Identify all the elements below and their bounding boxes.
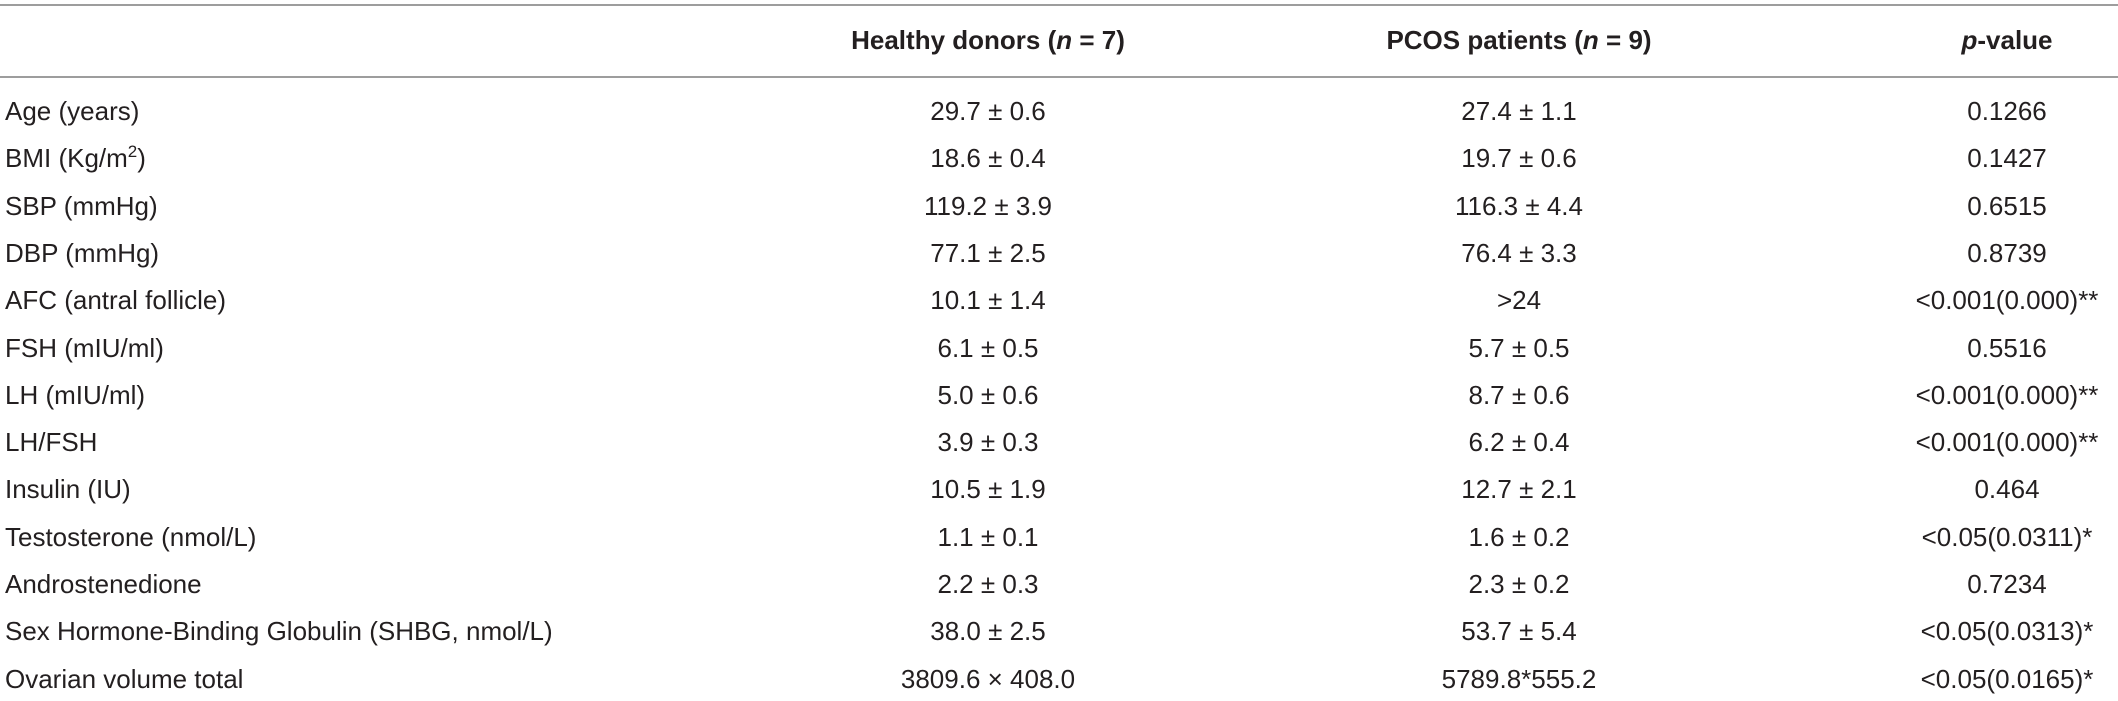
table-cell: >24 [1496,285,1542,316]
top-rule [0,4,2118,6]
table-cell: 10.5 ± 1.9 [930,474,1046,505]
column-header: p-value [1961,25,2052,55]
table-cell: 0.6515 [1967,190,2047,221]
table-cell: 2.2 ± 0.3 [937,569,1039,599]
column-header: PCOS patients (n = 9) [1386,25,1651,55]
row-label: LH/FSH [5,427,98,458]
text-part: ) [137,143,146,174]
table-cell: 1.1 ± 0.1 [937,521,1039,552]
table-cell: 5.7 ± 0.5 [1468,332,1570,363]
table-cell: 3.9 ± 0.3 [937,427,1039,458]
table-cell: 6.1 ± 0.5 [937,332,1039,363]
table-cell: 29.7 ± 0.6 [930,96,1046,126]
table-cell: 116.3 ± 4.4 [1455,190,1583,221]
text-part: PCOS patients ( [1386,25,1583,55]
table-cell: 27.4 ± 1.1 [1461,96,1577,126]
text-part: BMI (Kg/m [5,143,128,174]
table-cell: 19.7 ± 0.6 [1461,143,1577,174]
table-cell: <0.05(0.0313)* [1920,616,2094,647]
table-cell: 12.7 ± 2.1 [1461,474,1577,505]
header-rule [0,76,2118,78]
table-cell: 53.7 ± 5.4 [1461,616,1577,647]
table-cell: <0.001(0.000)** [1915,285,2099,316]
row-label: FSH (mIU/ml) [5,332,164,363]
table-cell: 6.2 ± 0.4 [1468,427,1570,458]
table-cell: 0.8739 [1967,237,2047,268]
text-part: = 7) [1072,25,1125,55]
row-label: Age (years) [5,96,140,126]
table-cell: 5.0 ± 0.6 [937,379,1039,410]
table-cell: 0.1266 [1967,96,2047,126]
italic-part: p [1961,25,1978,55]
row-label: DBP (mmHg) [5,237,160,268]
table-cell: 8.7 ± 0.6 [1468,379,1570,410]
row-label: Insulin (IU) [5,474,131,505]
row-label: LH (mIU/ml) [5,379,146,410]
italic-part: n [1582,25,1599,55]
table-cell: <0.05(0.0165)* [1920,663,2094,694]
table-cell: 10.1 ± 1.4 [930,285,1046,316]
table-cell: 2.3 ± 0.2 [1468,569,1570,599]
row-label: AFC (antral follicle) [5,285,227,316]
table-cell: <0.001(0.000)** [1915,427,2099,458]
table-cell: 0.1427 [1967,143,2047,174]
column-header: Healthy donors (n = 7) [851,25,1125,55]
italic-part: n [1056,25,1073,55]
table-cell: 77.1 ± 2.5 [930,237,1046,268]
row-label: Ovarian volume total [5,663,244,694]
row-label: Androstenedione [5,569,202,599]
table-cell: 0.464 [1974,474,2040,505]
table-cell: 0.5516 [1967,332,2047,363]
table-cell: 1.6 ± 0.2 [1468,521,1570,552]
text-part: = 9) [1598,25,1652,55]
table-cell: 119.2 ± 3.9 [924,190,1052,221]
row-label: Sex Hormone-Binding Globulin (SHBG, nmol… [5,616,553,647]
superscript: 2 [127,142,138,162]
table-cell: 76.4 ± 3.3 [1461,237,1577,268]
table-cell: 38.0 ± 2.5 [930,616,1046,647]
table-cell: 5789.8*555.2 [1441,663,1597,694]
table-cell: 0.7234 [1967,569,2047,599]
table-cell: <0.05(0.0311)* [1921,521,2093,552]
table-cell: <0.001(0.000)** [1915,379,2099,410]
row-label: BMI (Kg/m2) [5,143,146,173]
table-cell: 3809.6 × 408.0 [900,663,1076,694]
text-part: -value [1977,25,2053,55]
row-label: SBP (mmHg) [5,190,158,221]
table-cell: 18.6 ± 0.4 [930,143,1046,174]
text-part: Healthy donors ( [851,25,1057,55]
row-label: Testosterone (nmol/L) [5,521,257,552]
